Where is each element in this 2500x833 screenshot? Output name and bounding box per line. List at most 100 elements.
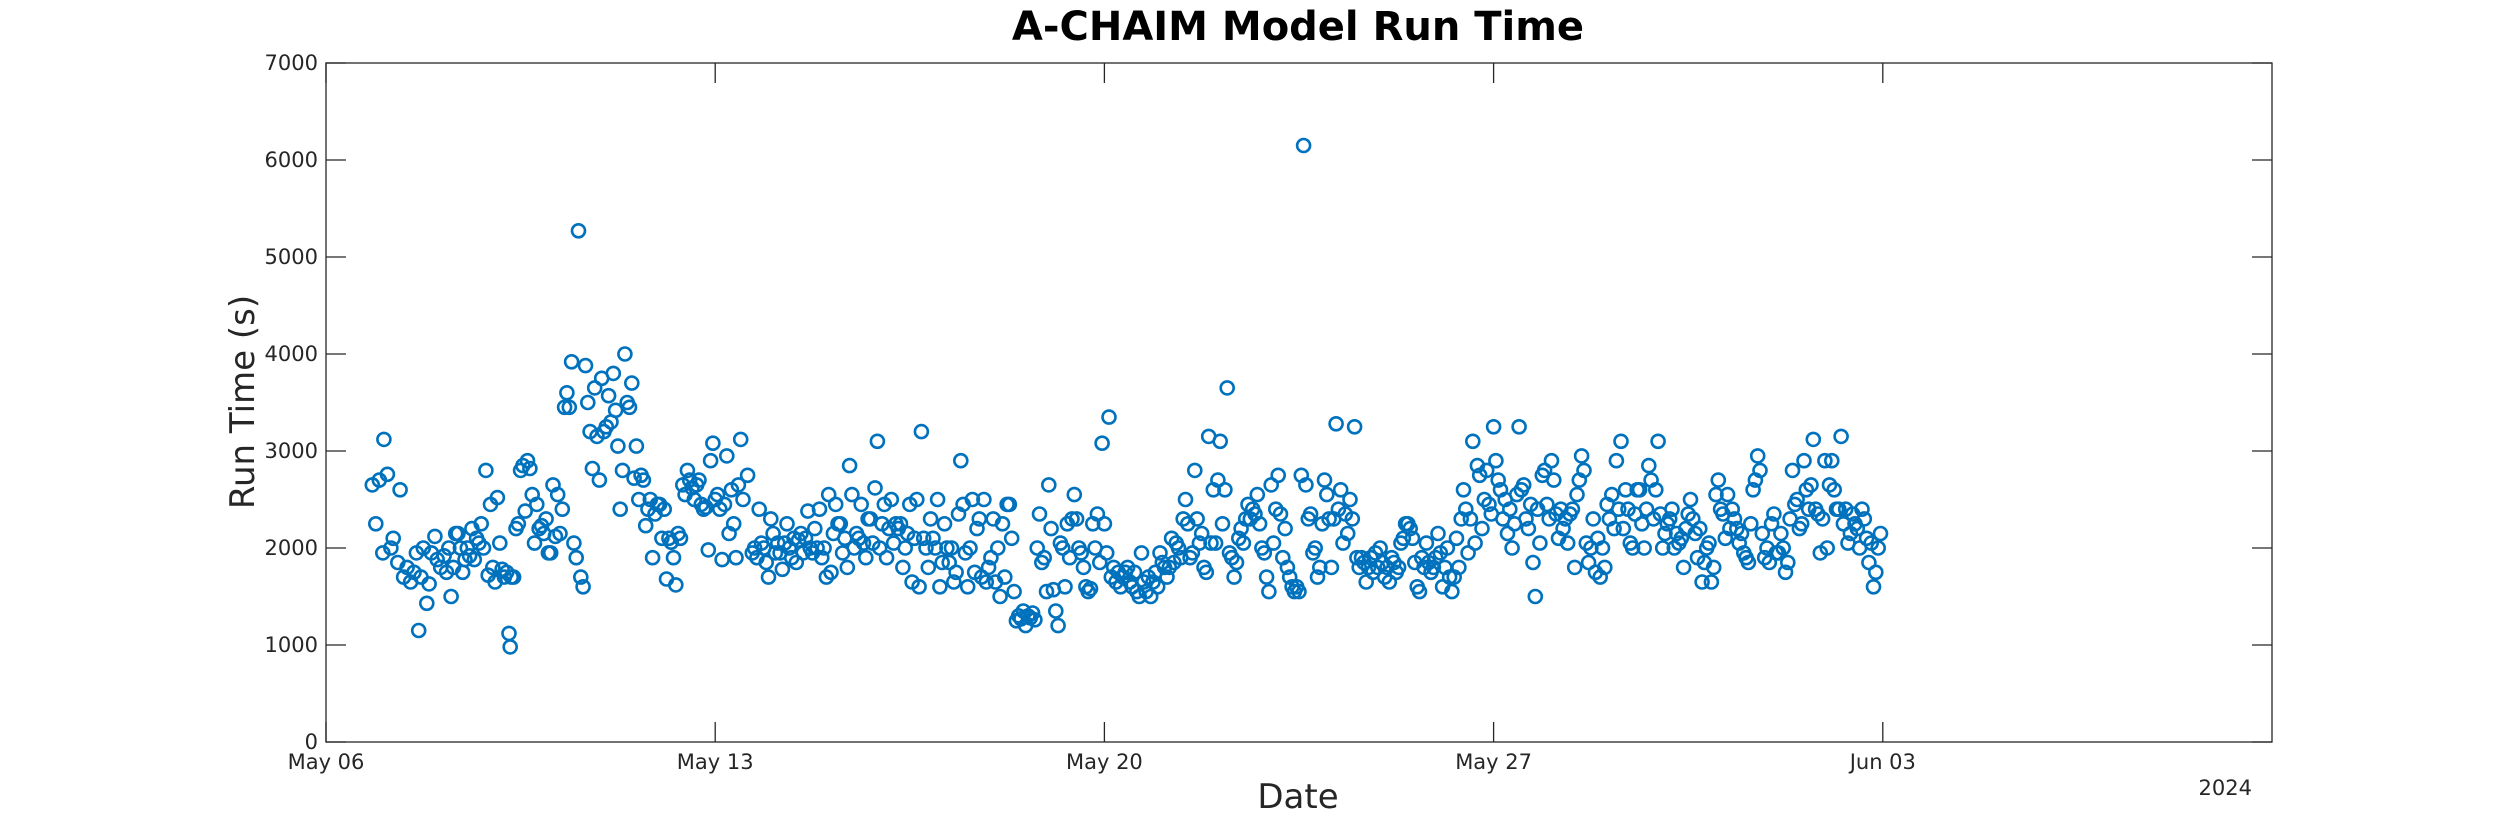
data-point — [559, 384, 575, 401]
data-point — [1411, 583, 1428, 600]
data-point — [728, 549, 744, 566]
data-point — [1316, 472, 1333, 488]
data-point — [1372, 540, 1388, 556]
data-point — [621, 399, 638, 416]
data-point — [542, 545, 559, 561]
data-point — [1527, 588, 1544, 605]
data-point — [691, 472, 707, 488]
data-point — [374, 545, 391, 561]
data-point — [1339, 525, 1356, 542]
data-point — [1098, 545, 1115, 561]
data-point — [855, 535, 872, 551]
data-point — [575, 578, 591, 595]
data-point — [927, 540, 944, 556]
data-point — [501, 625, 517, 642]
data-point — [730, 477, 747, 493]
data-point — [895, 559, 911, 576]
data-point — [1207, 535, 1224, 551]
data-point — [1057, 578, 1073, 595]
data-point — [1291, 583, 1307, 600]
data-point — [1041, 477, 1057, 493]
data-point — [844, 486, 860, 503]
data-point — [1448, 530, 1465, 547]
data-point — [519, 452, 536, 469]
x-axis-label: Date — [1257, 777, 1338, 817]
data-point — [1868, 564, 1884, 581]
data-point — [628, 438, 645, 454]
data-point — [484, 559, 501, 576]
y-tick-label: 7000 — [265, 51, 318, 75]
data-point — [1312, 559, 1328, 576]
data-point — [762, 511, 779, 527]
data-point — [1610, 501, 1627, 518]
data-point — [1214, 515, 1231, 532]
data-point — [1082, 580, 1099, 597]
data-point — [475, 540, 492, 556]
data-point — [1193, 525, 1210, 542]
data-point — [695, 501, 712, 518]
data-point — [1817, 452, 1833, 469]
data-point — [1569, 486, 1585, 503]
data-point — [1597, 559, 1613, 576]
data-point — [1235, 535, 1252, 551]
data-point — [725, 515, 742, 532]
data-point — [1346, 418, 1363, 435]
data-point — [1539, 496, 1555, 513]
data-point — [1701, 535, 1717, 551]
data-point — [959, 578, 976, 595]
x-tick-label: May 20 — [1066, 750, 1143, 774]
data-point — [1502, 501, 1518, 518]
data-point — [1224, 549, 1240, 566]
data-point — [1462, 511, 1479, 527]
data-point — [630, 491, 647, 508]
data-point — [1754, 525, 1771, 542]
data-point — [1302, 506, 1319, 522]
data-point — [654, 530, 670, 547]
data-point — [816, 540, 832, 556]
data-point — [1418, 535, 1435, 551]
data-point — [883, 491, 900, 508]
data-point — [1703, 574, 1720, 590]
data-point — [932, 578, 948, 595]
data-point — [1444, 583, 1460, 600]
data-point — [1826, 481, 1842, 498]
data-point — [716, 496, 733, 513]
data-point — [1298, 477, 1314, 493]
data-point — [1796, 452, 1812, 469]
data-point — [818, 569, 835, 585]
data-point — [1648, 481, 1664, 498]
data-point — [572, 569, 589, 585]
data-point — [1321, 511, 1337, 527]
data-point — [1740, 554, 1757, 571]
data-point — [934, 554, 951, 571]
data-point — [1270, 467, 1286, 484]
data-point — [436, 547, 452, 564]
y-tick-label: 4000 — [265, 342, 318, 366]
data-point — [1490, 472, 1506, 488]
data-point — [813, 549, 830, 566]
data-point — [502, 639, 519, 655]
data-point — [528, 496, 545, 513]
data-point — [644, 549, 661, 566]
data-point — [1692, 520, 1708, 537]
data-point — [936, 515, 953, 532]
data-point — [1036, 549, 1052, 566]
data-point — [1833, 428, 1849, 445]
data-point — [440, 540, 457, 556]
data-point — [591, 472, 608, 488]
data-point — [1149, 578, 1166, 595]
x-tick-label: Jun 03 — [1848, 750, 1916, 774]
data-point — [554, 501, 571, 518]
data-point — [1295, 137, 1312, 154]
data-point — [1608, 452, 1625, 469]
data-point — [922, 511, 939, 527]
data-point — [1641, 457, 1657, 474]
data-point — [969, 520, 985, 537]
data-point — [610, 438, 626, 454]
data-point — [1187, 462, 1203, 479]
plot-frame — [325, 62, 2273, 743]
data-point — [1402, 520, 1418, 537]
data-point — [1763, 515, 1780, 532]
data-point — [1724, 501, 1740, 518]
